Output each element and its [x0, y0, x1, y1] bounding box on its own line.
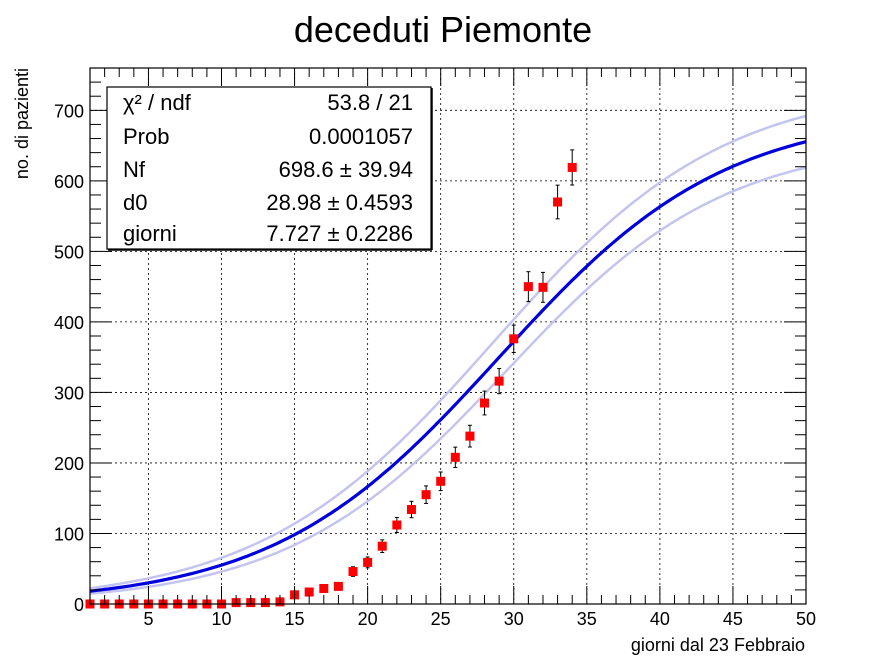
x-tick-label: 35 — [577, 609, 597, 629]
y-tick-label: 200 — [54, 454, 84, 474]
data-point — [436, 476, 446, 486]
stats-value-giorni: 7.727 ± 0.2286 — [266, 221, 413, 246]
y-tick-label: 0 — [74, 595, 84, 615]
chart-title: deceduti Piemonte — [294, 9, 592, 50]
data-point — [363, 557, 373, 567]
data-point — [319, 583, 329, 593]
band-lower-curve — [89, 166, 807, 596]
data-point — [509, 334, 519, 344]
fit-line — [89, 140, 807, 593]
y-tick-label: 500 — [54, 242, 84, 262]
tick-labels: 5 10 15 20 25 30 35 40 45 50010020030040050060070… — [54, 101, 816, 629]
data-point — [523, 282, 533, 292]
data-point — [392, 520, 402, 530]
data-point — [450, 452, 460, 462]
y-tick-label: 600 — [54, 172, 84, 192]
data-point — [538, 282, 548, 292]
data-point — [480, 398, 490, 408]
stats-value-chi2: 53.8 / 21 — [327, 90, 413, 115]
x-axis-label: giorni dal 23 Febbraio — [631, 635, 805, 655]
fit-stats-box: χ² / ndf 53.8 / 21 Prob 0.0001057 Nf 698… — [106, 86, 433, 251]
x-tick-label: 15 — [285, 609, 305, 629]
y-axis-label: no. di pazienti — [12, 68, 32, 179]
x-tick-label: 25 — [431, 609, 451, 629]
data-point — [406, 504, 416, 514]
stats-value-nf: 698.6 ± 39.94 — [279, 157, 413, 182]
y-tick-label: 100 — [54, 524, 84, 544]
x-tick-label: 20 — [358, 609, 378, 629]
x-tick-label: 50 — [796, 609, 816, 629]
stats-box-frame — [106, 86, 432, 250]
stats-label-d0: d0 — [123, 190, 147, 215]
data-point — [465, 431, 475, 441]
y-tick-label: 700 — [54, 101, 84, 121]
y-tick-label: 300 — [54, 383, 84, 403]
band-upper-curve — [89, 114, 807, 590]
data-point — [421, 490, 431, 500]
data-point — [348, 567, 358, 577]
fit-curve — [89, 140, 807, 593]
data-point — [553, 197, 563, 207]
stats-label-prob: Prob — [123, 124, 169, 149]
data-point — [567, 162, 577, 172]
data-point — [494, 376, 504, 386]
stats-value-prob: 0.0001057 — [309, 124, 413, 149]
stats-label-giorni: giorni — [123, 221, 177, 246]
stats-label-nf: Nf — [123, 157, 146, 182]
x-tick-label: 30 — [504, 609, 524, 629]
stats-label-chi2: χ² / ndf — [123, 90, 192, 115]
data-point — [377, 541, 387, 551]
axes — [89, 67, 807, 605]
y-tick-label: 400 — [54, 313, 84, 333]
x-tick-label: 45 — [723, 609, 743, 629]
x-tick-label: 10 — [211, 609, 231, 629]
stats-value-d0: 28.98 ± 0.4593 — [266, 190, 413, 215]
data-point — [333, 581, 343, 591]
x-tick-label: 5 — [143, 609, 153, 629]
x-tick-label: 40 — [650, 609, 670, 629]
data-point — [304, 587, 314, 597]
confidence-band — [89, 114, 807, 596]
